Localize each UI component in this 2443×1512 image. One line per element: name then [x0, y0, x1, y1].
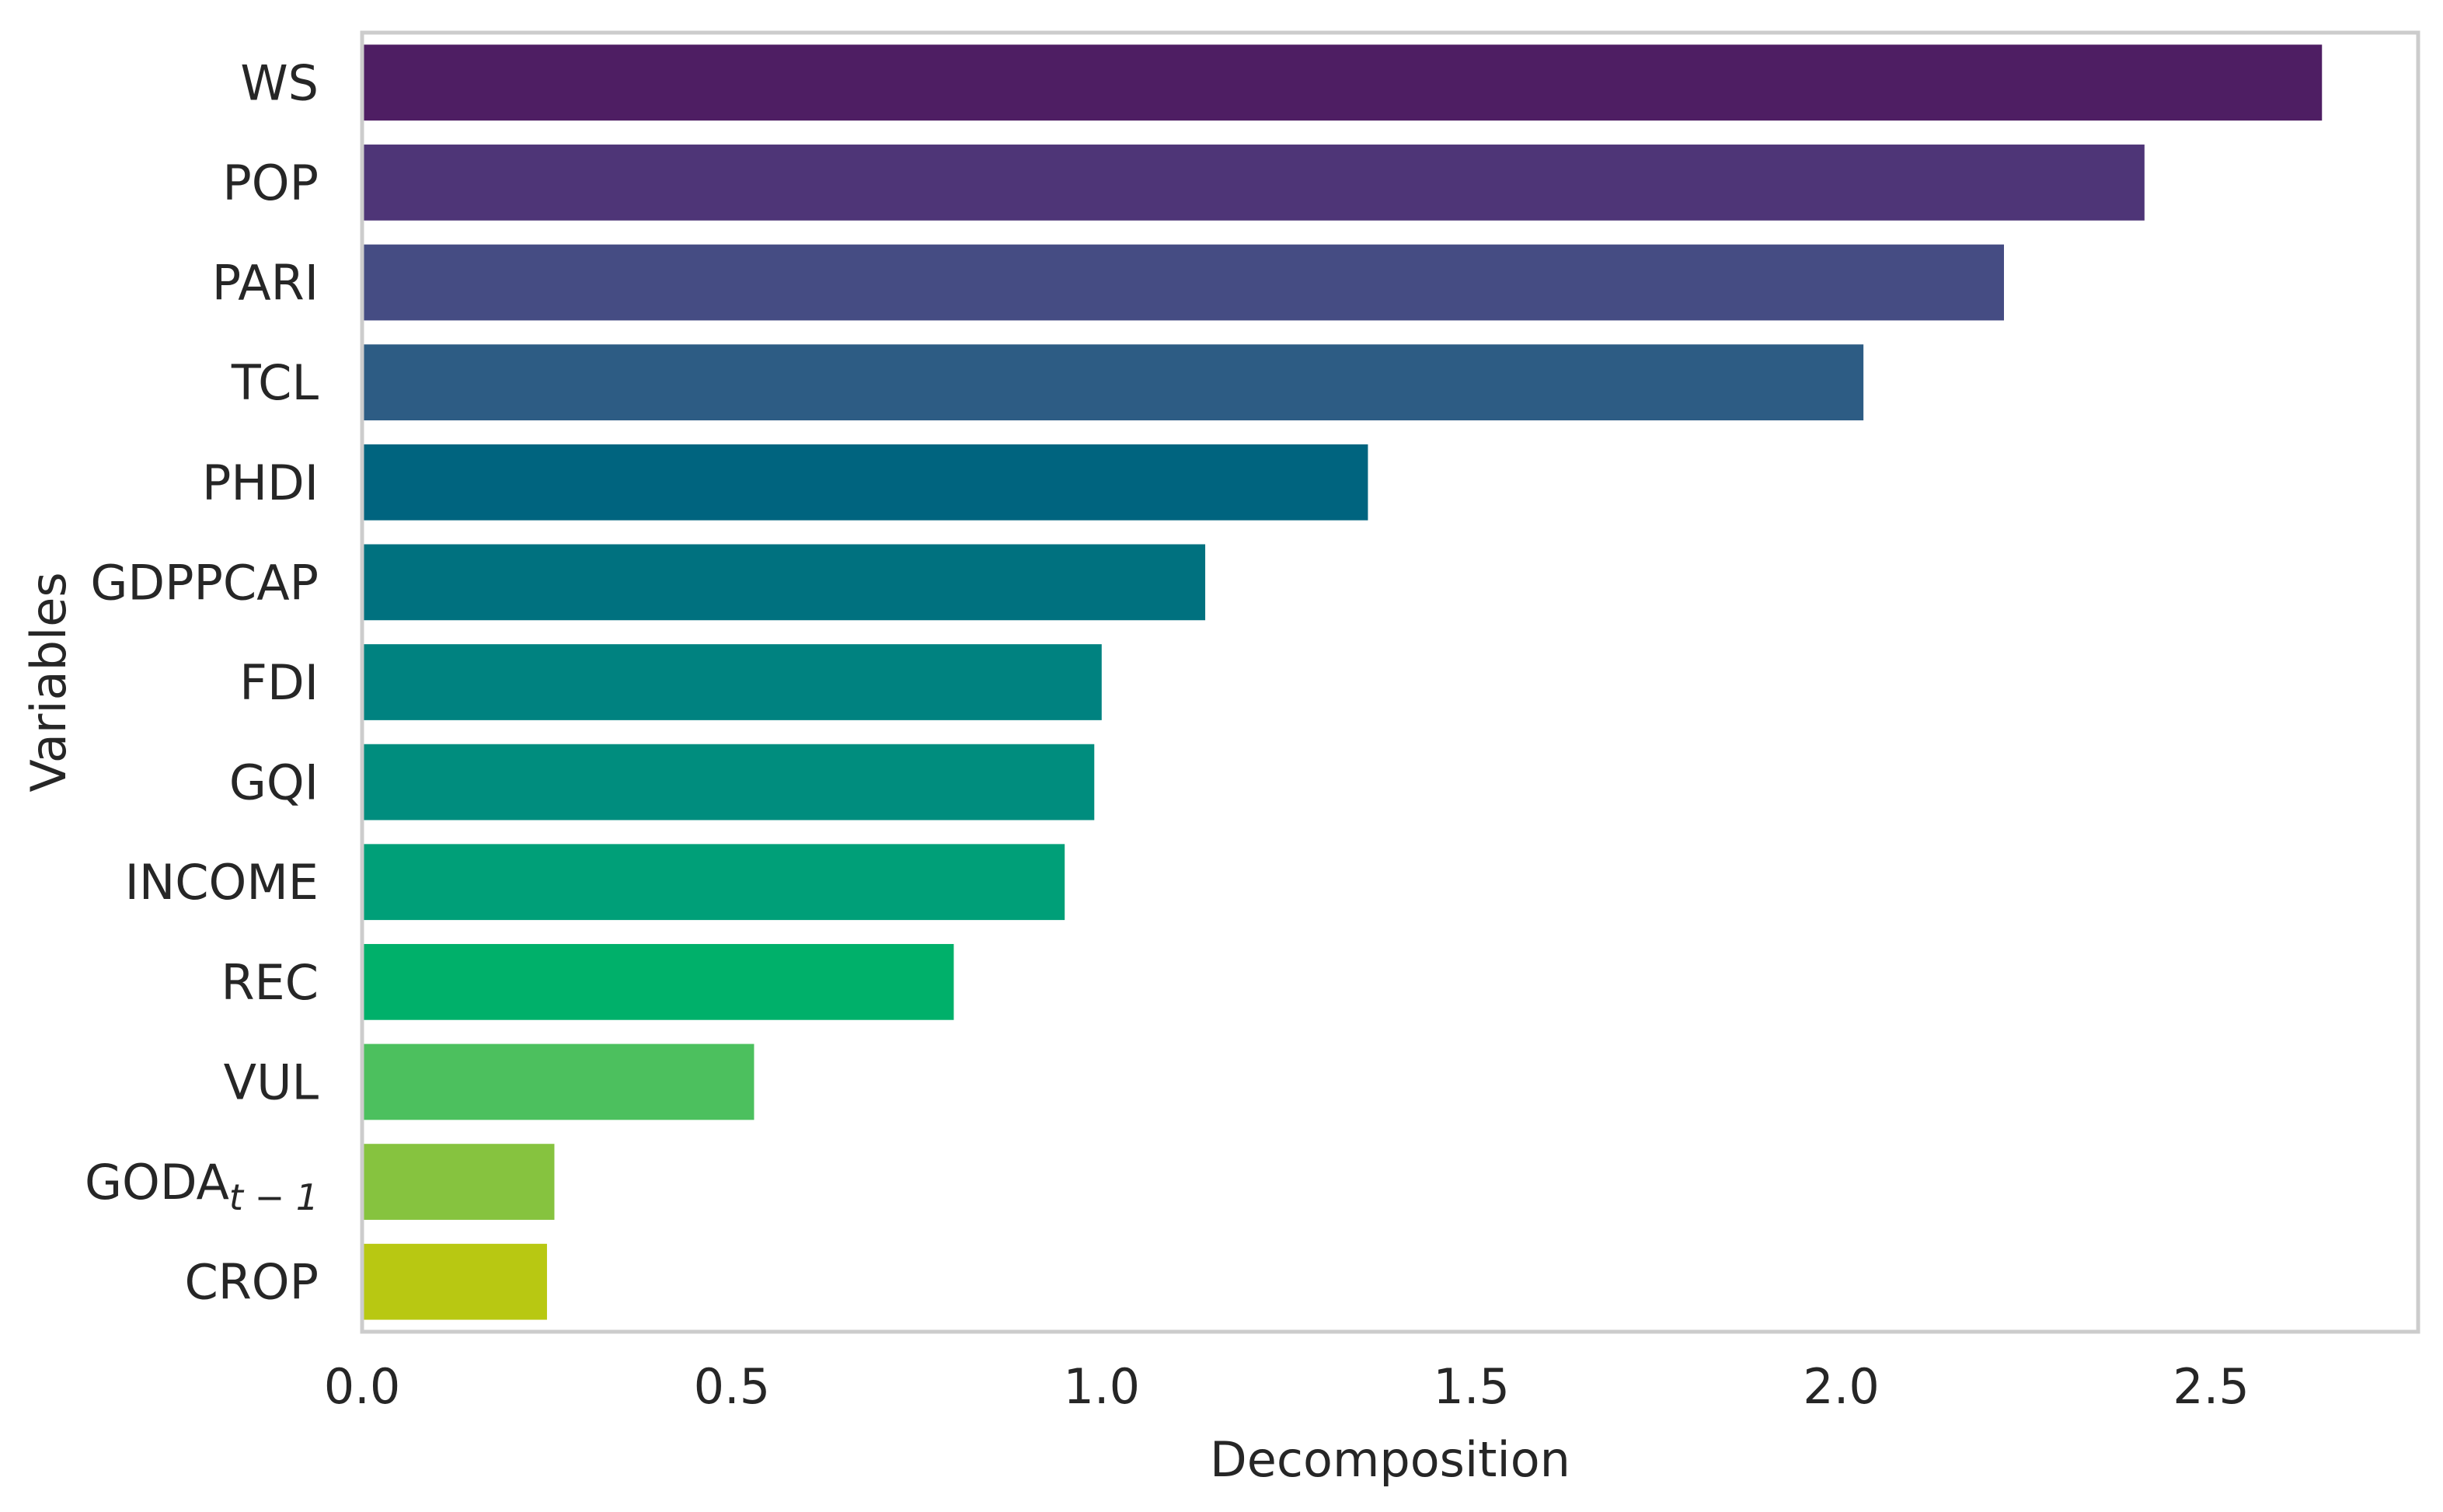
category-label-pari: PARI [212, 255, 319, 312]
category-label-gdppcap: GDPPCAP [90, 554, 319, 611]
category-label-ws: WS [240, 54, 319, 111]
bar-pari [362, 244, 2004, 321]
x-tick-label: 1.0 [1063, 1358, 1140, 1415]
bar-gdppcap [362, 544, 1206, 621]
x-tick-label: 2.5 [2173, 1358, 2250, 1415]
category-label-goda: GODAt − 1 [85, 1154, 319, 1218]
category-label-rec: REC [221, 954, 319, 1011]
category-labels: WS POP PARI TCL PHDI GDPPCAP FDI GQI INCOME REC VU… [85, 54, 319, 1310]
bars-group [362, 44, 2323, 1320]
x-tick-label: 2.0 [1803, 1358, 1880, 1415]
x-tick-labels: 0.0 0.5 1.0 1.5 2.0 2.5 [324, 1358, 2250, 1415]
bar-crop [362, 1243, 547, 1320]
bar-tcl [362, 344, 1864, 421]
category-label-phdi: PHDI [202, 455, 319, 511]
bar-income [362, 844, 1065, 921]
category-label-gqi: GQI [229, 754, 319, 811]
bar-ws [362, 44, 2323, 121]
category-label-pop: POP [222, 155, 319, 211]
y-axis-label: Variables [20, 572, 77, 792]
category-label-tcl: TCL [231, 354, 319, 411]
category-label-fdi: FDI [239, 654, 319, 711]
x-tick-label: 0.0 [324, 1358, 401, 1415]
bar-phdi [362, 444, 1368, 521]
x-tick-label: 0.5 [694, 1358, 771, 1415]
bar-fdi [362, 644, 1102, 720]
x-axis-label: Decomposition [1210, 1431, 1570, 1488]
bar-vul [362, 1043, 755, 1120]
category-label-crop: CROP [184, 1254, 319, 1311]
bar-gqi [362, 744, 1095, 820]
category-label-vul: VUL [224, 1054, 319, 1110]
bar-pop [362, 145, 2145, 221]
bar-goda [362, 1144, 555, 1220]
x-tick-label: 1.5 [1433, 1358, 1510, 1415]
bar-rec [362, 943, 954, 1020]
category-label-income: INCOME [125, 854, 319, 911]
plot-frame [360, 30, 2420, 1334]
